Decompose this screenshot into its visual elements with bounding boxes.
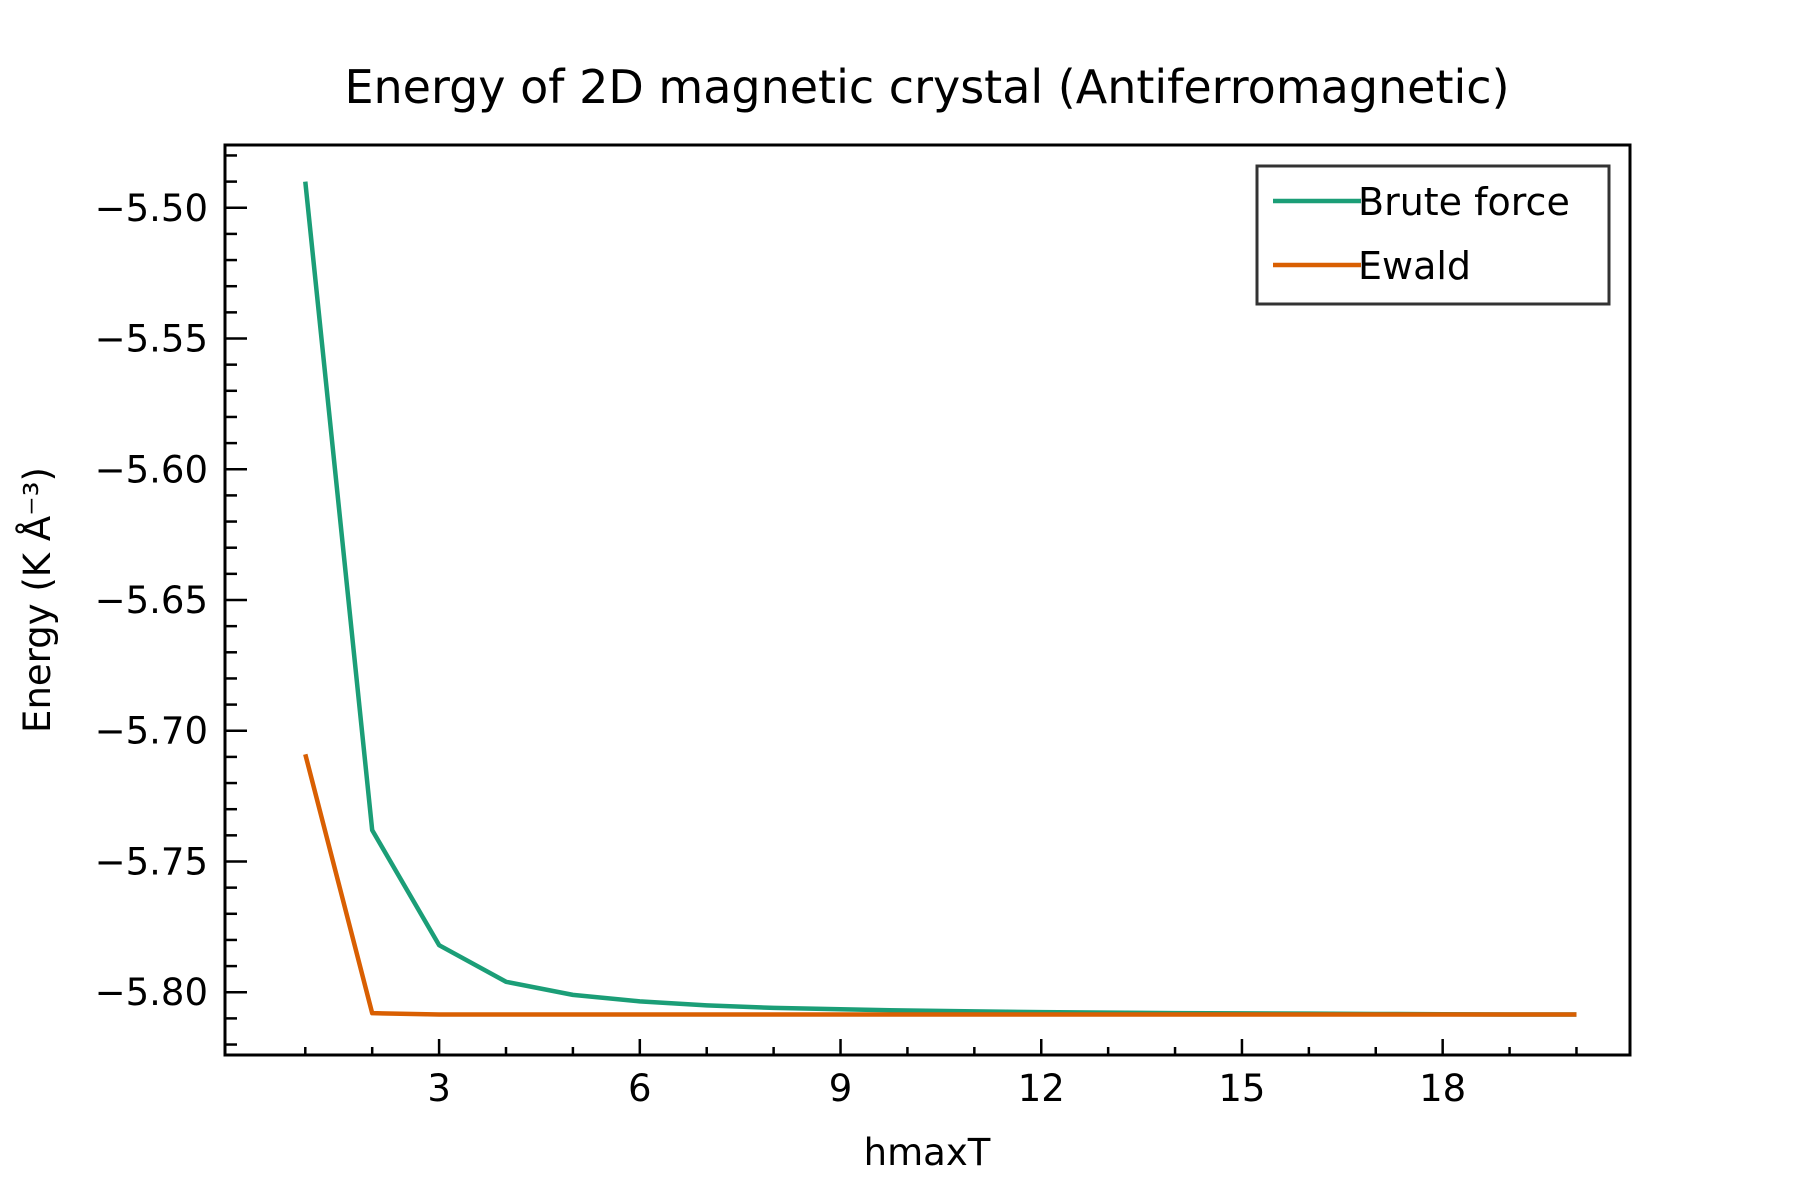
x-tick-label: 18 (1419, 1067, 1466, 1110)
legend-box (1255, 164, 1611, 306)
y-tick-label: −5.70 (95, 710, 208, 753)
y-axis-label: Energy (K Å⁻³) (15, 467, 59, 733)
legend: Brute force Ewald (1255, 164, 1611, 306)
chart-title: Energy of 2D magnetic crystal (Antiferro… (344, 60, 1509, 114)
y-tick-label: −5.65 (95, 579, 208, 622)
series-line-brute-force (303, 181, 1577, 1017)
y-tick-label: −5.80 (95, 971, 208, 1014)
x-tick-label: 12 (1018, 1067, 1065, 1110)
x-tick-label: 9 (829, 1067, 853, 1110)
series-layer (303, 181, 1577, 1017)
x-axis-label: hmaxT (864, 1131, 991, 1174)
legend-label-ewald: Ewald (1358, 244, 1471, 288)
y-tick-label: −5.75 (95, 840, 208, 883)
y-tick-label: −5.50 (95, 187, 208, 230)
x-tick-label: 3 (427, 1067, 451, 1110)
y-tick-label: −5.60 (95, 448, 208, 491)
x-tick-label: 15 (1218, 1067, 1265, 1110)
series-line-ewald (303, 753, 1577, 1017)
legend-label-brute-force: Brute force (1358, 180, 1570, 224)
x-tick-label: 6 (628, 1067, 652, 1110)
y-tick-label: −5.55 (95, 318, 208, 361)
ticks-layer: 3 6 9 12 15 18 −5.50 −5.55 −5.60 −5.65 −5.70 −5.75 −… (95, 154, 1578, 1110)
plot-frame (223, 143, 1632, 1057)
